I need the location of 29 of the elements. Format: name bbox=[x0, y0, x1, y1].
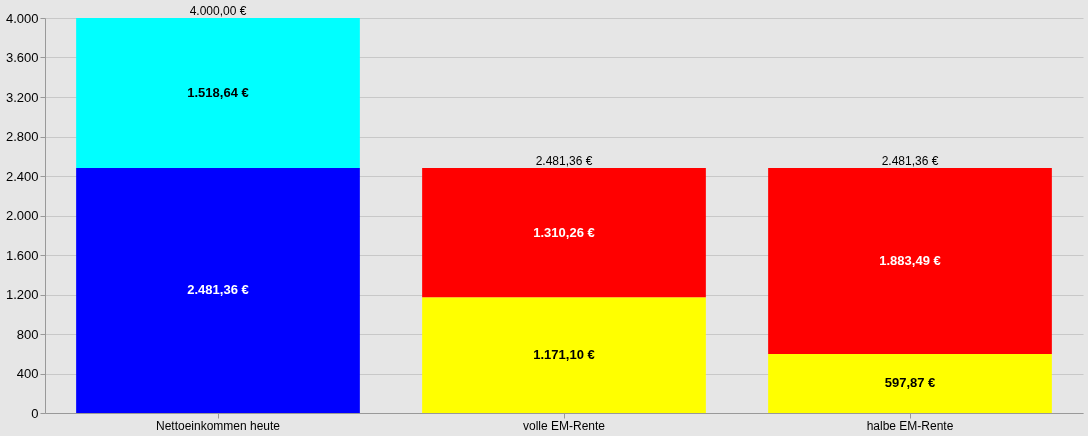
y-tick-label: 2.000 bbox=[5, 208, 39, 223]
y-tick-label: 4.000 bbox=[5, 10, 39, 26]
y-tick-label: 3.200 bbox=[5, 89, 39, 105]
y-tick-label: 3.600 bbox=[5, 50, 39, 65]
y-tick-label: 400 bbox=[16, 366, 39, 381]
y-tick-label: 2.400 bbox=[5, 168, 39, 184]
bar bbox=[768, 353, 1052, 413]
y-tick-label: 1.200 bbox=[5, 287, 39, 302]
x-tick-label: volle EM-Rente bbox=[522, 418, 606, 433]
y-tick-label: 1.600 bbox=[5, 247, 39, 263]
data-label: 1.518,64 € bbox=[187, 84, 249, 100]
bar bbox=[76, 167, 360, 413]
data-label: 597,87 € bbox=[884, 375, 936, 391]
data-label: 1.171,10 € bbox=[533, 347, 595, 363]
total-label: 2.481,36 € bbox=[881, 153, 939, 168]
x-tick-label: halbe EM-Rente bbox=[866, 418, 954, 433]
data-label: 1.883,49 € bbox=[879, 252, 941, 268]
total-label: 2.481,36 € bbox=[535, 153, 593, 168]
bar bbox=[76, 18, 360, 168]
data-label: 1.310,26 € bbox=[533, 224, 595, 240]
bar bbox=[422, 297, 706, 413]
bar bbox=[422, 167, 706, 298]
y-tick-label: 800 bbox=[16, 326, 39, 342]
data-label: 2.481,36 € bbox=[187, 282, 249, 298]
y-tick-label: 0 bbox=[31, 405, 39, 421]
bar bbox=[768, 167, 1052, 354]
y-tick-label: 2.800 bbox=[5, 129, 39, 144]
x-tick-label: Nettoeinkommen heute bbox=[155, 418, 281, 433]
total-label: 4.000,00 € bbox=[189, 4, 247, 18]
